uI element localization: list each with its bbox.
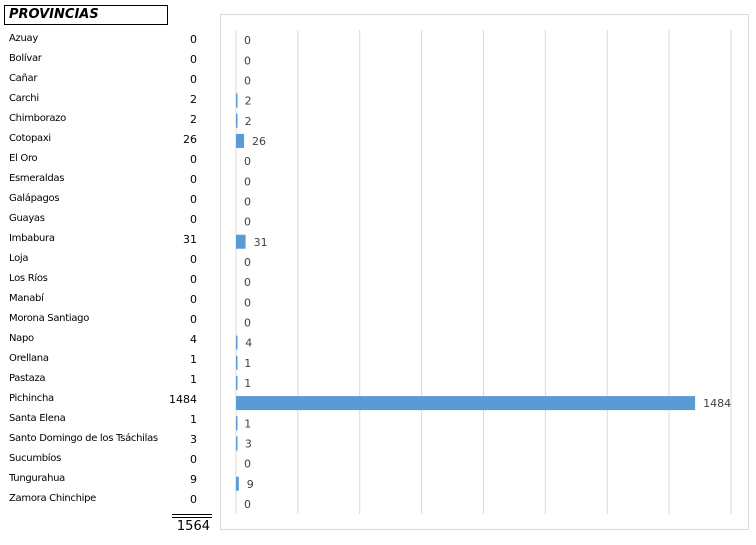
province-value: 0 (190, 453, 197, 466)
province-name: Galápagos (9, 193, 60, 204)
data-label: 0 (244, 175, 251, 188)
province-name: Los Ríos (9, 273, 48, 284)
data-label: 9 (247, 478, 254, 491)
province-name: Pichincha (9, 393, 54, 404)
data-label: 1484 (703, 397, 731, 410)
data-label: 0 (244, 155, 251, 168)
province-name: Carchi (9, 93, 39, 104)
bar (236, 416, 238, 431)
data-label: 1 (244, 377, 251, 390)
data-label: 26 (252, 135, 266, 148)
province-name: Cañar (9, 73, 38, 84)
data-label: 0 (244, 34, 251, 47)
province-value: 0 (190, 253, 197, 266)
province-name: Zamora Chinchipe (9, 493, 97, 504)
data-label: 0 (244, 216, 251, 229)
province-value: 0 (190, 313, 197, 326)
data-label: 2 (245, 95, 252, 108)
data-label: 4 (245, 337, 252, 350)
bar (236, 113, 238, 128)
bar (236, 234, 246, 249)
province-name: Morona Santiago (9, 313, 90, 324)
province-name: Azuay (9, 33, 38, 44)
province-value: 9 (190, 473, 197, 486)
province-value: 0 (190, 213, 197, 226)
province-value: 0 (190, 153, 197, 166)
data-label: 0 (244, 276, 251, 289)
province-value: 31 (183, 233, 197, 246)
bar (236, 335, 238, 350)
province-value: 0 (190, 73, 197, 86)
data-label: 31 (254, 236, 268, 249)
total-underline-bottom (172, 517, 212, 518)
data-label: 0 (244, 498, 251, 511)
bar (236, 396, 696, 411)
data-label: 1 (244, 357, 251, 370)
province-name: Loja (9, 253, 29, 264)
province-name: Imbabura (9, 233, 55, 244)
province-value: 0 (190, 53, 197, 66)
province-value: 2 (190, 113, 197, 126)
province-value: 2 (190, 93, 197, 106)
province-name: Guayas (9, 213, 45, 224)
data-label: 0 (244, 195, 251, 208)
province-value: 3 (190, 433, 197, 446)
data-label: 2 (245, 115, 252, 128)
bar (236, 93, 238, 108)
data-label: 0 (244, 296, 251, 309)
province-name: Orellana (9, 353, 49, 364)
bar (236, 133, 245, 148)
province-name: Santo Domingo de los Tsáchilas (9, 433, 158, 444)
province-value: 1484 (169, 393, 197, 406)
province-value: 1 (190, 353, 197, 366)
province-value: 4 (190, 333, 197, 346)
data-label: 0 (244, 256, 251, 269)
bar (236, 436, 238, 451)
chart-frame (220, 14, 749, 530)
bar (236, 355, 238, 370)
data-label: 0 (244, 316, 251, 329)
province-value: 0 (190, 193, 197, 206)
province-value: 26 (183, 133, 197, 146)
province-name: El Oro (9, 153, 38, 164)
province-value: 1 (190, 413, 197, 426)
province-name: Tungurahua (9, 473, 65, 484)
province-value: 0 (190, 493, 197, 506)
province-value: 0 (190, 173, 197, 186)
data-label: 0 (244, 74, 251, 87)
province-name: Napo (9, 333, 34, 344)
province-name: Santa Elena (9, 413, 66, 424)
data-label: 0 (244, 54, 251, 67)
data-label: 3 (245, 437, 252, 450)
province-name: Pastaza (9, 373, 46, 384)
province-name: Sucumbíos (9, 453, 62, 464)
data-label: 0 (244, 458, 251, 471)
total-underline-top (172, 514, 212, 515)
province-name: Chimborazo (9, 113, 66, 124)
provincias-header: PROVINCIAS (4, 5, 168, 25)
data-label: 1 (244, 417, 251, 430)
bar (236, 375, 238, 390)
bar (236, 476, 239, 491)
province-value: 0 (190, 293, 197, 306)
province-name: Cotopaxi (9, 133, 51, 144)
province-name: Esmeraldas (9, 173, 65, 184)
province-name: Manabí (9, 293, 44, 304)
province-value: 0 (190, 33, 197, 46)
province-value: 1 (190, 373, 197, 386)
province-value: 0 (190, 273, 197, 286)
province-name: Bolívar (9, 53, 42, 64)
total-value: 1564 (176, 519, 210, 534)
